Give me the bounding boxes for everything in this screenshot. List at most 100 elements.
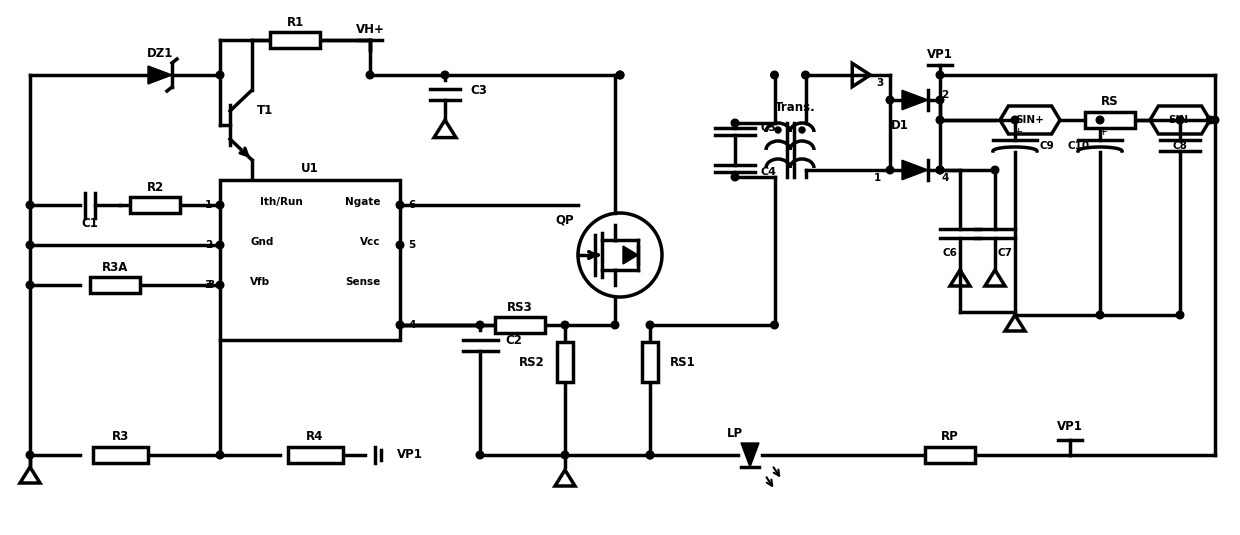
Text: Ith/Run: Ith/Run <box>260 197 303 207</box>
Text: D1: D1 <box>892 118 909 132</box>
Bar <box>91 277 140 293</box>
Text: R2: R2 <box>146 180 164 194</box>
Circle shape <box>216 201 223 209</box>
Text: RS: RS <box>1101 95 1118 108</box>
Circle shape <box>771 321 779 329</box>
Text: RS1: RS1 <box>670 355 696 369</box>
Text: 5: 5 <box>408 240 415 250</box>
Circle shape <box>887 96 894 104</box>
Text: RS2: RS2 <box>520 355 546 369</box>
Text: LP: LP <box>727 426 743 439</box>
Text: 3: 3 <box>877 78 884 88</box>
Text: DZ1: DZ1 <box>146 47 174 59</box>
Text: C6: C6 <box>942 248 957 258</box>
Circle shape <box>397 201 404 209</box>
Bar <box>93 447 148 463</box>
Text: C2: C2 <box>505 333 522 347</box>
Circle shape <box>799 127 805 133</box>
Text: C1: C1 <box>82 217 98 230</box>
Text: C4: C4 <box>760 167 776 177</box>
Text: C3: C3 <box>470 83 487 96</box>
Text: VP1: VP1 <box>397 448 423 462</box>
Bar <box>495 317 546 333</box>
Bar <box>1085 112 1135 128</box>
Text: RS3: RS3 <box>507 301 533 314</box>
Text: 3: 3 <box>205 280 212 290</box>
Text: Vcc: Vcc <box>360 237 379 247</box>
Bar <box>288 447 342 463</box>
Bar <box>130 197 180 213</box>
Polygon shape <box>148 66 172 84</box>
Text: C8: C8 <box>1173 141 1188 150</box>
Circle shape <box>936 116 944 124</box>
Text: C5: C5 <box>760 123 776 133</box>
Text: 3: 3 <box>208 280 215 290</box>
Circle shape <box>1207 116 1214 124</box>
Text: R1: R1 <box>286 16 304 28</box>
Polygon shape <box>901 90 928 110</box>
Circle shape <box>646 451 653 459</box>
Text: Sense: Sense <box>345 277 379 287</box>
Circle shape <box>616 71 624 79</box>
Polygon shape <box>901 160 928 180</box>
Text: Vfb: Vfb <box>250 277 270 287</box>
Text: 2: 2 <box>941 90 949 100</box>
Circle shape <box>732 173 739 181</box>
Text: R4: R4 <box>306 431 324 444</box>
Text: QP: QP <box>556 213 574 226</box>
Circle shape <box>936 166 944 174</box>
Text: SIN+: SIN+ <box>1016 115 1044 125</box>
Circle shape <box>611 321 619 329</box>
Circle shape <box>397 321 404 329</box>
Bar <box>219 180 401 340</box>
Circle shape <box>26 241 33 249</box>
Circle shape <box>646 321 653 329</box>
Circle shape <box>216 71 223 79</box>
Text: 4: 4 <box>941 173 949 183</box>
Circle shape <box>216 281 223 289</box>
Circle shape <box>216 451 223 459</box>
Text: C9: C9 <box>1040 141 1055 150</box>
Bar <box>925 447 975 463</box>
Circle shape <box>1211 116 1219 124</box>
Circle shape <box>775 127 781 133</box>
Circle shape <box>616 71 624 79</box>
Circle shape <box>441 71 449 79</box>
Circle shape <box>771 71 779 79</box>
Circle shape <box>1177 116 1184 124</box>
Polygon shape <box>742 443 759 467</box>
Circle shape <box>1096 311 1104 319</box>
Circle shape <box>476 321 484 329</box>
Text: C7: C7 <box>997 248 1013 258</box>
Circle shape <box>887 166 894 174</box>
Circle shape <box>936 96 944 104</box>
Text: VH+: VH+ <box>356 22 384 35</box>
Bar <box>642 342 658 382</box>
Circle shape <box>732 119 739 127</box>
Text: Ngate: Ngate <box>345 197 379 207</box>
Circle shape <box>562 321 569 329</box>
Circle shape <box>1011 116 1019 124</box>
Text: R3: R3 <box>112 431 129 444</box>
Text: VP1: VP1 <box>928 48 952 60</box>
Circle shape <box>936 71 944 79</box>
Circle shape <box>26 201 33 209</box>
Bar <box>270 32 320 48</box>
Text: Gnd: Gnd <box>250 237 273 247</box>
Text: Trans.: Trans. <box>775 101 816 113</box>
Text: 1: 1 <box>873 173 880 183</box>
Text: +: + <box>1099 127 1107 137</box>
Text: +: + <box>1013 127 1023 137</box>
Circle shape <box>476 451 484 459</box>
Circle shape <box>562 451 569 459</box>
Circle shape <box>646 451 653 459</box>
Text: T1: T1 <box>257 103 273 117</box>
Circle shape <box>991 166 998 174</box>
Circle shape <box>936 166 944 174</box>
Text: SIN-: SIN- <box>1168 115 1192 125</box>
Circle shape <box>397 241 404 249</box>
Text: C10: C10 <box>1068 141 1090 150</box>
Text: U1: U1 <box>301 162 319 174</box>
Circle shape <box>366 71 373 79</box>
Text: 1: 1 <box>205 200 212 210</box>
